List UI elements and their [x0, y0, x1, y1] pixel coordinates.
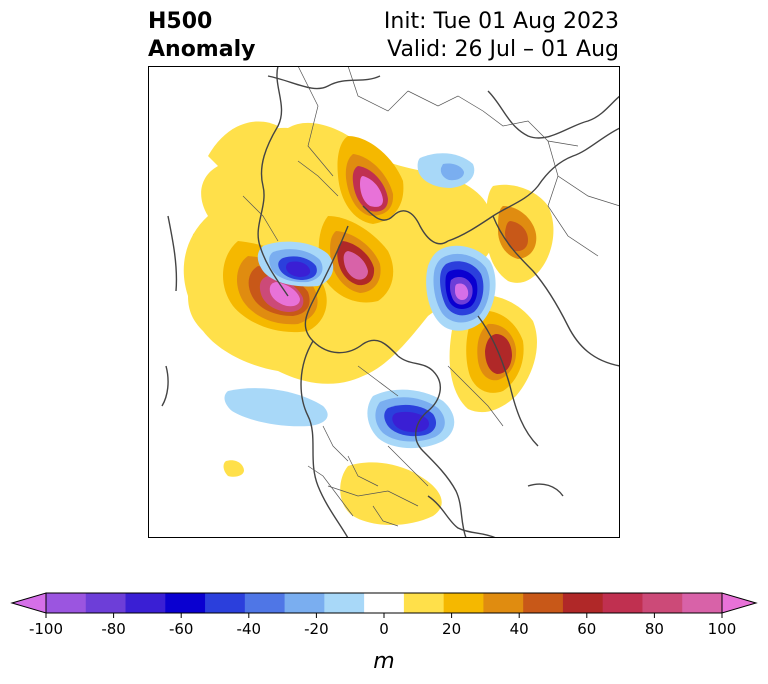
colorbar: -100 -80 -60 -40 -20 0 20 40 60 80 100 m [10, 592, 758, 674]
anomaly-negative [224, 153, 496, 449]
map-title-right: Init: Tue 01 Aug 2023 Valid: 26 Jul – 01… [384, 8, 619, 64]
colorbar-segment [364, 593, 405, 613]
colorbar-tick-label: -20 [304, 620, 329, 638]
colorbar-tick-label: 100 [708, 620, 737, 638]
colorbar-segment [284, 593, 325, 613]
anomaly-positive-main [183, 121, 498, 384]
political-borders [242, 66, 620, 527]
colorbar-tick-label: 0 [379, 620, 389, 638]
title-valid: Valid: 26 Jul – 01 Aug [387, 37, 619, 62]
colorbar-segment [682, 593, 723, 613]
colorbar-tick-label: 40 [510, 620, 529, 638]
title-variable: H500 [148, 9, 213, 34]
map-frame [148, 66, 620, 538]
title-init: Init: Tue 01 Aug 2023 [383, 9, 619, 34]
map-title-left: H500 Anomaly [148, 8, 255, 64]
colorbar-tick-label: 20 [442, 620, 461, 638]
colorbar-left-extend-arrow [10, 592, 47, 614]
colorbar-segment [562, 593, 604, 613]
colorbar-tick-label: 80 [645, 620, 664, 638]
colorbar-segment [125, 593, 166, 613]
colorbar-segment [46, 593, 87, 613]
colorbar-segment [85, 593, 127, 613]
colorbar-tick-label: -60 [169, 620, 194, 638]
colorbar-segment [324, 593, 365, 613]
colorbar-segment [483, 593, 524, 613]
coastlines [161, 66, 620, 538]
colorbar-tick-label: -40 [237, 620, 262, 638]
colorbar-segment [403, 593, 445, 613]
colorbar-tick-label: -80 [101, 620, 126, 638]
colorbar-segment [642, 593, 683, 613]
colorbar-tick-label: -100 [29, 620, 63, 638]
anomaly-positive-southeast-us [223, 460, 442, 525]
colorbar-segments [46, 593, 723, 613]
colorbar-tick-label: 60 [577, 620, 596, 638]
colorbar-right-extend-arrow [721, 592, 758, 614]
anomaly-map [148, 66, 620, 538]
colorbar-segment [602, 593, 643, 613]
colorbar-segment [443, 593, 484, 613]
title-quantity: Anomaly [148, 37, 256, 62]
colorbar-segment [165, 593, 206, 613]
colorbar-segment [244, 593, 286, 613]
colorbar-ticks: -100 -80 -60 -40 -20 0 20 40 60 80 100 [29, 613, 736, 638]
colorbar-segment [523, 593, 564, 613]
colorbar-segment [205, 593, 246, 613]
colorbar-unit-label: m [373, 649, 394, 674]
